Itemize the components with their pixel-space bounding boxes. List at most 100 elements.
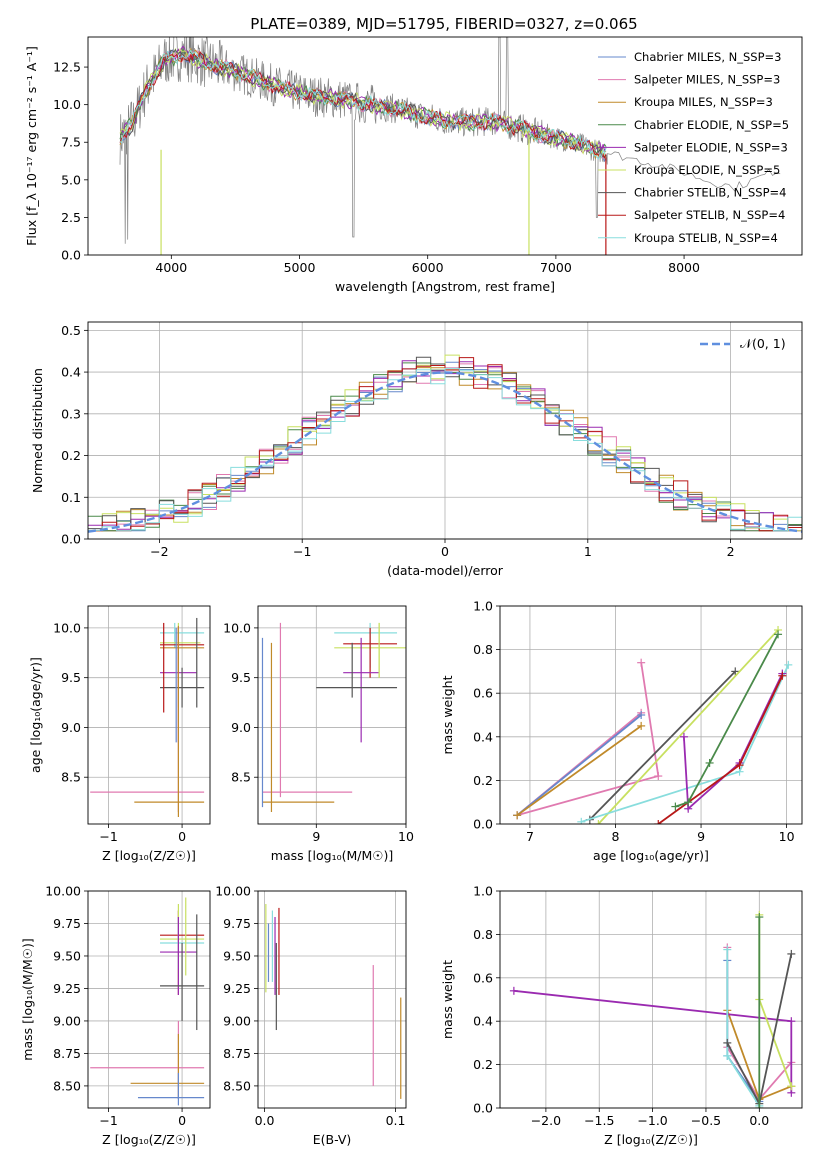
x-tick-label: 9: [312, 829, 320, 844]
x-tick-label: −1: [293, 544, 311, 559]
y-tick-label: 8.75: [223, 1046, 251, 1061]
y-tick-label: 7.5: [61, 135, 81, 150]
age-vs-mass-panel: 9 10 8.5 9.0 9.5 10.0 mass [log₁₀(M/M☉)]: [223, 605, 414, 863]
y-tick-label: 0.0: [61, 532, 81, 547]
spectrum-panel: 4000 5000 6000 7000 8000 0.0 2.5 5.0 7.5 10.0 12.5…: [24, 36, 803, 294]
model-spectrum-line: [119, 45, 607, 154]
x-tick-label: −1: [99, 1113, 117, 1128]
series-line: [675, 633, 779, 808]
x-tick-label: 7000: [540, 260, 572, 275]
y-tick-label: 9.75: [53, 916, 81, 931]
x-tick-label: −0.5: [691, 1113, 721, 1128]
axes-frame: [257, 605, 407, 825]
y-tick-label: 0.4: [61, 365, 81, 380]
model-spectrum-line: [119, 49, 607, 160]
x-axis-label: wavelength [Angstrom, rest frame]: [335, 279, 555, 294]
axes-frame: [87, 890, 211, 1109]
x-tick-label: 5000: [284, 260, 316, 275]
x-tick-label: −2: [150, 544, 168, 559]
residual-histogram-panel: −2 −1 0 1 2 0.0 0.1 0.2 0.3 0.4 0.5 (data-model)/er…: [30, 321, 803, 578]
series-line: [516, 714, 642, 816]
y-tick-label: 5.0: [61, 172, 81, 187]
x-tick-label: 0: [178, 829, 186, 844]
y-tick-label: 1.0: [473, 884, 493, 899]
legend-entry: Kroupa ELODIE, N_SSP=5: [634, 163, 780, 177]
plot-area: [509, 910, 796, 1108]
grid: [88, 606, 210, 824]
weight-vs-metallicity-panel: −2.0 −1.5 −1.0 −0.5 0.0 0.0 0.2 0.4 0.6 0.8 1.0 Z […: [440, 884, 803, 1147]
y-tick-label: 1.0: [473, 599, 493, 614]
legend-entry: Salpeter ELODIE, N_SSP=3: [634, 140, 788, 154]
x-tick-label: 0.0: [749, 1113, 769, 1128]
y-tick-label: 9.25: [53, 981, 81, 996]
legend-entry: Chabrier MILES, N_SSP=3: [634, 50, 781, 64]
y-tick-label: 10.00: [45, 884, 81, 899]
x-tick-label: 9: [697, 829, 705, 844]
y-tick-label: 0.2: [473, 773, 493, 788]
x-axis-label: E(B-V): [313, 1132, 352, 1147]
plot-area: [119, 37, 781, 255]
y-tick-label: 0.8: [473, 927, 493, 942]
legend-entry: Salpeter STELIB, N_SSP=4: [634, 208, 785, 222]
y-tick-label: 0.4: [473, 729, 493, 744]
histogram-step-line: [88, 367, 802, 532]
y-tick-label: 9.0: [231, 720, 251, 735]
x-tick-label: 4000: [155, 260, 187, 275]
y-axis-label: mass weight: [440, 675, 455, 754]
x-tick-label: 10: [779, 829, 795, 844]
y-tick-label: 0.0: [473, 817, 493, 832]
y-tick-label: 8.5: [231, 770, 251, 785]
x-tick-label: −1: [99, 829, 117, 844]
plot-area: [261, 622, 406, 813]
axes-frame: [499, 890, 803, 1109]
series-line: [589, 670, 736, 821]
x-tick-label: −1.0: [637, 1113, 667, 1128]
histogram-step-line: [88, 362, 802, 532]
y-tick-label: 0.5: [61, 323, 81, 338]
axes-frame: [87, 36, 803, 256]
model-spectrum-line: [119, 50, 607, 159]
y-tick-label: 0.6: [473, 686, 493, 701]
y-tick-label: 9.75: [223, 916, 251, 931]
x-axis-label: mass [log₁₀(M/M☉)]: [271, 848, 393, 863]
y-tick-label: 12.5: [53, 60, 81, 75]
y-tick-label: 9.50: [223, 948, 251, 963]
legend: Chabrier MILES, N_SSP=3 Salpeter MILES, N…: [598, 50, 789, 245]
axes-frame: [87, 321, 803, 540]
y-axis-label: age [log₁₀(age/yr)]: [28, 657, 43, 773]
y-tick-label: 9.50: [53, 948, 81, 963]
y-tick-label: 0.2: [61, 448, 81, 463]
y-tick-label: 0.2: [473, 1057, 493, 1072]
y-tick-label: 9.5: [61, 670, 81, 685]
y-tick-label: 0.4: [473, 1014, 493, 1029]
mass-vs-extinction-panel: 0.0 0.1 8.50 8.75 9.00 9.25 9.50 9.75 10.00 E(B-V…: [215, 884, 407, 1147]
y-tick-label: 9.25: [223, 981, 251, 996]
axes-frame: [257, 890, 407, 1109]
x-tick-label: 10: [398, 829, 414, 844]
x-tick-label: 7: [526, 829, 534, 844]
y-tick-label: 2.5: [61, 210, 81, 225]
axes-frame: [87, 605, 211, 825]
x-tick-label: 8000: [668, 260, 700, 275]
y-tick-label: 9.5: [231, 670, 251, 685]
series-line: [683, 673, 784, 811]
plot-area: [90, 897, 205, 1106]
grid: [88, 890, 210, 1108]
plot-area: [90, 617, 205, 818]
y-tick-label: 0.6: [473, 970, 493, 985]
y-tick-label: 0.3: [61, 406, 81, 421]
x-tick-label: −2.0: [531, 1113, 561, 1128]
y-tick-label: 8.5: [61, 770, 81, 785]
x-tick-label: 0.1: [386, 1113, 406, 1128]
y-axis-label: Normed distribution: [30, 368, 45, 493]
histogram-step-line: [88, 357, 802, 532]
x-axis-label: age [log₁₀(age/yr)]: [593, 848, 709, 863]
series-line: [726, 949, 761, 1107]
series-line: [516, 662, 660, 817]
x-axis-label: (data-model)/error: [387, 563, 504, 578]
plot-area: [513, 625, 793, 824]
x-axis-label: Z [log₁₀(Z/Z☉)]: [604, 1132, 698, 1147]
x-axis-label: Z [log₁₀(Z/Z☉)]: [102, 848, 196, 863]
grid: [258, 890, 406, 1108]
